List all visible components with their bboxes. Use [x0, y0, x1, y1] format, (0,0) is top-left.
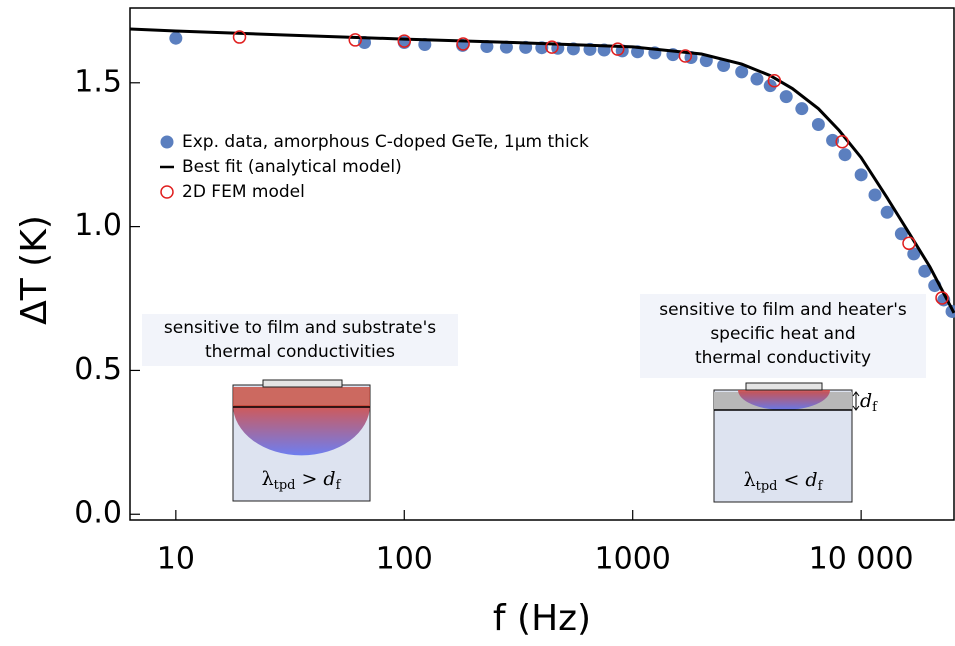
- formula-part: tpd: [756, 479, 778, 494]
- note-box: [640, 294, 926, 378]
- data-point: [779, 90, 793, 104]
- data-point: [838, 148, 852, 162]
- data-point: [907, 247, 921, 261]
- annotation-text: sensitive to film and substrate's: [164, 318, 436, 338]
- data-point: [750, 72, 764, 86]
- formula-part: d: [860, 390, 872, 412]
- note-box: [142, 314, 458, 366]
- fem-point: [935, 291, 949, 305]
- data-point: [880, 205, 894, 219]
- data-point: [918, 264, 932, 278]
- x-tick-label: 10 000: [809, 542, 914, 577]
- x-axis-label: f (Hz): [493, 598, 591, 639]
- legend-label: Exp. data, amorphous C-doped GeTe, 1μm t…: [182, 132, 589, 152]
- formula-part: d: [323, 468, 335, 490]
- formula-part: tpd: [274, 478, 296, 493]
- data-point: [717, 59, 731, 73]
- formula-part: >: [302, 468, 318, 490]
- formula-part: f: [818, 479, 824, 494]
- data-point: [894, 227, 908, 241]
- fem-point: [397, 34, 412, 48]
- data-point: [480, 40, 494, 54]
- formula-part: <: [784, 469, 800, 491]
- legend-marker: [160, 135, 174, 149]
- legend-label: 2D FEM model: [182, 182, 305, 202]
- y-tick-label: 1.0: [74, 208, 122, 243]
- data-point: [854, 168, 868, 182]
- formula-part: f: [872, 400, 878, 415]
- annotation-text: thermal conductivities: [205, 342, 395, 362]
- annotation-text: sensitive to film and heater's: [659, 300, 907, 320]
- fem-point: [678, 49, 693, 63]
- plot-frame: [129, 7, 955, 521]
- thickness-arrow: [852, 391, 860, 411]
- fem-point: [456, 37, 470, 51]
- fem-point: [835, 135, 849, 149]
- annotation-formula: λtpd > df: [262, 468, 342, 493]
- heater: [745, 382, 823, 391]
- fem-point: [610, 42, 625, 56]
- y-tick-label: 0.0: [74, 496, 122, 531]
- fem-point: [232, 30, 247, 44]
- legend-marker: [160, 185, 174, 199]
- film: [233, 387, 370, 407]
- x-tick-label: 10: [157, 542, 195, 577]
- data-point: [795, 102, 809, 116]
- y-axis-label: ΔT (K): [14, 215, 55, 325]
- heat-zone: [233, 405, 370, 456]
- heat-zone: [738, 390, 830, 410]
- annotation-text: thermal conductivity: [695, 348, 871, 368]
- formula-part: d: [805, 469, 817, 491]
- thickness-label: df: [860, 390, 878, 415]
- data-point: [811, 117, 825, 131]
- data-point: [868, 188, 882, 202]
- fem-point: [902, 236, 916, 251]
- annotation-formula: λtpd < df: [744, 469, 824, 494]
- x-tick-label: 1000: [595, 542, 671, 577]
- data-point: [735, 65, 749, 79]
- heater: [262, 379, 343, 388]
- formula-part: λ: [262, 468, 274, 490]
- fem-point: [767, 74, 782, 88]
- legend-label: Best fit (analytical model): [182, 157, 402, 177]
- data-point: [169, 31, 183, 45]
- annotation-text: specific heat and: [710, 324, 855, 344]
- x-tick-label: 100: [376, 542, 433, 577]
- fem-point: [545, 40, 559, 54]
- formula-part: f: [336, 478, 342, 493]
- y-tick-label: 1.5: [74, 64, 122, 99]
- fem-point: [348, 33, 362, 47]
- formula-part: λ: [744, 469, 756, 491]
- y-tick-label: 0.5: [74, 352, 122, 387]
